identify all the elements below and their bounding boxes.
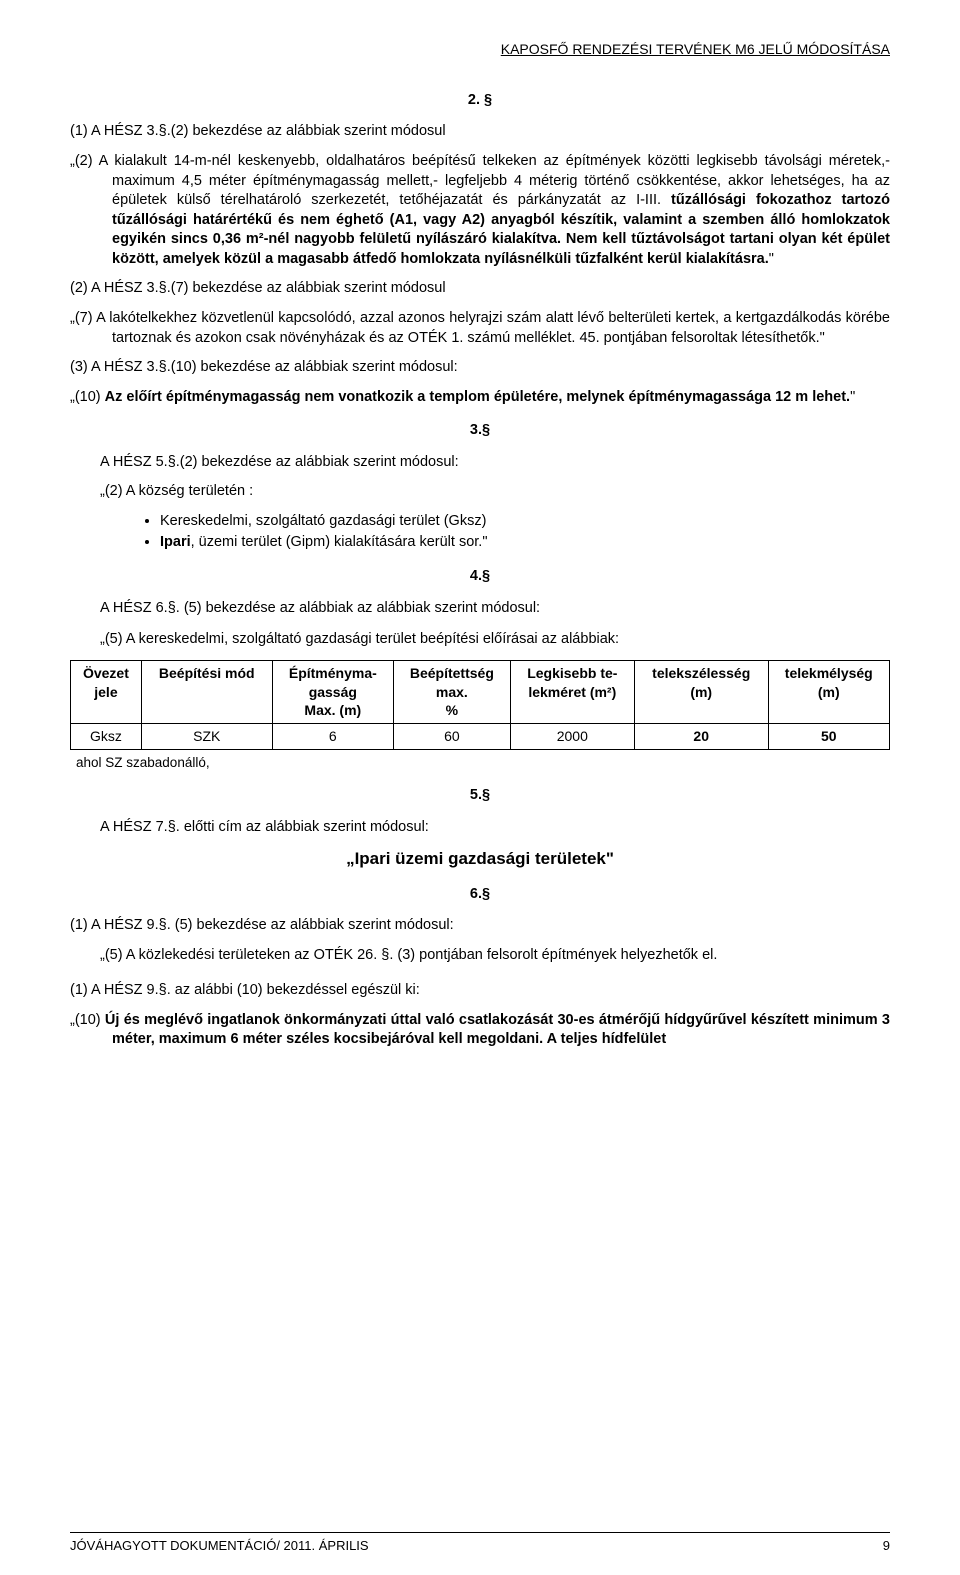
table-header-cell: Legkisebb te-lekméret (m²)	[510, 660, 634, 724]
para-2-3-body: „(10) Az előírt építménymagasság nem von…	[70, 388, 890, 408]
para-4-intro: A HÉSZ 6.§. (5) bekezdése az alábbiak az…	[70, 599, 890, 619]
bullet-bold: Ipari	[160, 534, 191, 550]
table-header-cell: Beépítettségmax.%	[394, 660, 511, 724]
para-2-1-body: „(2) A kialakult 14-m-nél keskenyebb, ol…	[70, 152, 890, 269]
bullet-list-3: Kereskedelmi, szolgáltató gazdasági terü…	[160, 512, 890, 553]
table-header-cell: Beépítési mód	[141, 660, 272, 724]
para-2-3-body-a: „(10)	[70, 389, 105, 405]
section-3-heading: 3.§	[70, 421, 890, 441]
para-6-1: (1) A HÉSZ 9.§. (5) bekezdése az alábbia…	[70, 916, 890, 936]
table-header-cell: Építményma-gasságMax. (m)	[272, 660, 393, 724]
para-2-3-body-c: "	[850, 389, 855, 405]
table-header-cell: Övezetjele	[71, 660, 142, 724]
section-4-heading: 4.§	[70, 567, 890, 587]
footer-page-number: 9	[883, 1537, 890, 1555]
para-2-1-intro: (1) A HÉSZ 3.§.(2) bekezdése az alábbiak…	[70, 122, 890, 142]
footer-left: JÓVÁHAGYOTT DOKUMENTÁCIÓ/ 2011. ÁPRILIS	[70, 1537, 369, 1555]
section-5-subtitle: „Ipari üzemi gazdasági területek"	[70, 848, 890, 871]
page-footer: JÓVÁHAGYOTT DOKUMENTÁCIÓ/ 2011. ÁPRILIS …	[70, 1532, 890, 1555]
table-cell: 50	[768, 724, 889, 750]
bullet-item: Ipari, üzemi terület (Gipm) kialakításár…	[160, 533, 890, 553]
table-cell: 2000	[510, 724, 634, 750]
para-6-4: „(10) Új és meglévő ingatlanok önkormány…	[70, 1011, 890, 1050]
table-header-cell: telekmélység(m)	[768, 660, 889, 724]
para-3-intro: A HÉSZ 5.§.(2) bekezdése az alábbiak sze…	[70, 453, 890, 473]
para-2-1-body-c: "	[769, 251, 774, 267]
para-3-sub: „(2) A község területén :	[70, 482, 890, 502]
para-2-3-body-b: Az előírt építménymagasság nem vonatkozi…	[105, 389, 850, 405]
table-cell: Gksz	[71, 724, 142, 750]
bullet-item: Kereskedelmi, szolgáltató gazdasági terü…	[160, 512, 890, 532]
table-cell: SZK	[141, 724, 272, 750]
table-note: ahol SZ szabadonálló,	[70, 754, 890, 772]
table-cell: 6	[272, 724, 393, 750]
table-header-row: Övezetjele Beépítési mód Építményma-gass…	[71, 660, 890, 724]
section-5-heading: 5.§	[70, 786, 890, 806]
table-cell: 60	[394, 724, 511, 750]
para-6-4-a: „(10)	[70, 1012, 105, 1028]
para-2-3-intro: (3) A HÉSZ 3.§.(10) bekezdése az alábbia…	[70, 358, 890, 378]
para-4-sub: „(5) A kereskedelmi, szolgáltató gazdasá…	[70, 630, 890, 650]
para-2-2-body: „(7) A lakótelkekhez közvetlenül kapcsol…	[70, 309, 890, 348]
zoning-table: Övezetjele Beépítési mód Építményma-gass…	[70, 660, 890, 751]
para-5-intro: A HÉSZ 7.§. előtti cím az alábbiak szeri…	[70, 818, 890, 838]
section-2-heading: 2. §	[70, 91, 890, 111]
para-6-4-b: Új és meglévő ingatlanok önkormányzati ú…	[105, 1012, 890, 1048]
table-row: Gksz SZK 6 60 2000 20 50	[71, 724, 890, 750]
para-2-2-intro: (2) A HÉSZ 3.§.(7) bekezdése az alábbiak…	[70, 279, 890, 299]
para-6-2: „(5) A közlekedési területeken az OTÉK 2…	[70, 946, 890, 966]
table-header-cell: telekszélesség(m)	[634, 660, 768, 724]
para-6-3: (1) A HÉSZ 9.§. az alábbi (10) bekezdéss…	[70, 981, 890, 1001]
section-6-heading: 6.§	[70, 885, 890, 905]
table-cell: 20	[634, 724, 768, 750]
bullet-rest: , üzemi terület (Gipm) kialakítására ker…	[191, 534, 488, 550]
page-header: KAPOSFŐ RENDEZÉSI TERVÉNEK M6 JELŰ MÓDOS…	[70, 40, 890, 61]
